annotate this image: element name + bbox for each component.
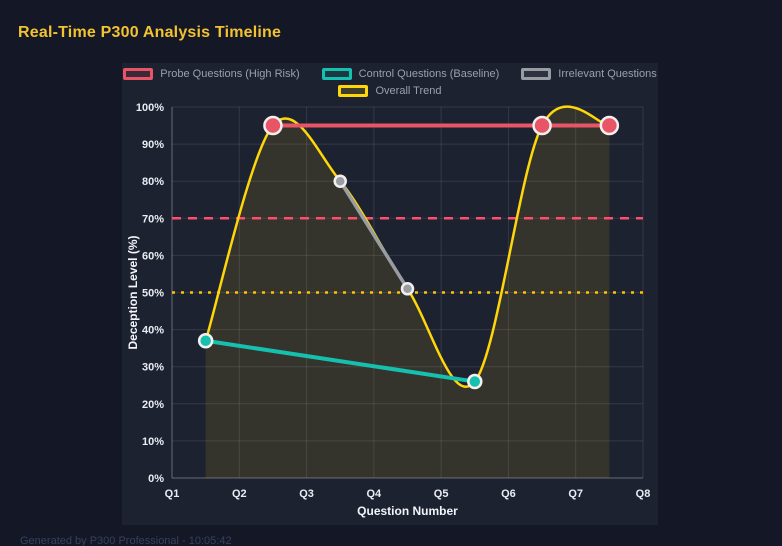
data-point[interactable] [467,373,483,390]
legend-item-control-questions-baseline-[interactable]: Control Questions (Baseline) [321,68,500,80]
y-tick-label: 0% [148,473,164,485]
legend-item-irrelevant-questions[interactable]: Irrelevant Questions [521,68,657,80]
data-point[interactable] [532,115,552,136]
legend-swatch [521,68,552,80]
legend-label: Control Questions (Baseline) [358,68,500,80]
data-point[interactable] [263,115,283,136]
series-line-irrelevant-questions [338,179,410,291]
series-line-control-questions-baseline- [203,338,477,384]
data-point[interactable] [599,115,620,136]
y-tick-label: 90% [142,139,164,151]
x-tick-label: Q8 [636,488,651,500]
page-title: Real-Time P300 Analysis Timeline [18,24,282,41]
legend-swatch [123,68,154,80]
x-tick-label: Q2 [232,488,247,500]
chart-legend: Probe Questions (High Risk) Control Quest… [122,68,658,97]
legend-row: Probe Questions (High Risk) Control Quest… [123,68,657,80]
legend-label: Overall Trend [375,85,442,97]
y-axis-title: Deception Level (%) [126,235,140,349]
x-tick-label: Q6 [501,488,516,500]
x-axis-title: Question Number [357,504,458,518]
data-point[interactable] [333,174,347,188]
legend-label: Irrelevant Questions [558,68,657,80]
y-tick-label: 70% [142,213,164,225]
data-point[interactable] [197,332,214,349]
x-tick-label: Q4 [367,488,383,500]
y-tick-label: 10% [142,436,164,448]
footer-note: Generated by P300 Professional - 10:05:4… [20,535,232,546]
legend-swatch [338,85,369,97]
x-tick-label: Q1 [165,488,180,500]
x-tick-label: Q7 [568,488,583,500]
y-tick-label: 40% [142,325,164,337]
legend-swatch [321,68,352,80]
y-tick-label: 20% [142,399,164,411]
data-point[interactable] [400,282,415,296]
legend-item-overall-trend[interactable]: Overall Trend [338,85,442,97]
legend-row: Overall Trend [338,85,442,97]
x-tick-label: Q5 [434,488,449,500]
x-tick-label: Q3 [299,488,314,500]
y-tick-label: 100% [136,102,164,114]
legend-label: Probe Questions (High Risk) [160,68,300,80]
y-tick-label: 80% [142,176,164,188]
y-tick-label: 30% [142,362,164,374]
chart-panel [122,63,658,525]
y-tick-label: 60% [142,250,164,262]
legend-item-probe-questions-high-risk-[interactable]: Probe Questions (High Risk) [123,68,300,80]
y-tick-label: 50% [142,288,164,300]
